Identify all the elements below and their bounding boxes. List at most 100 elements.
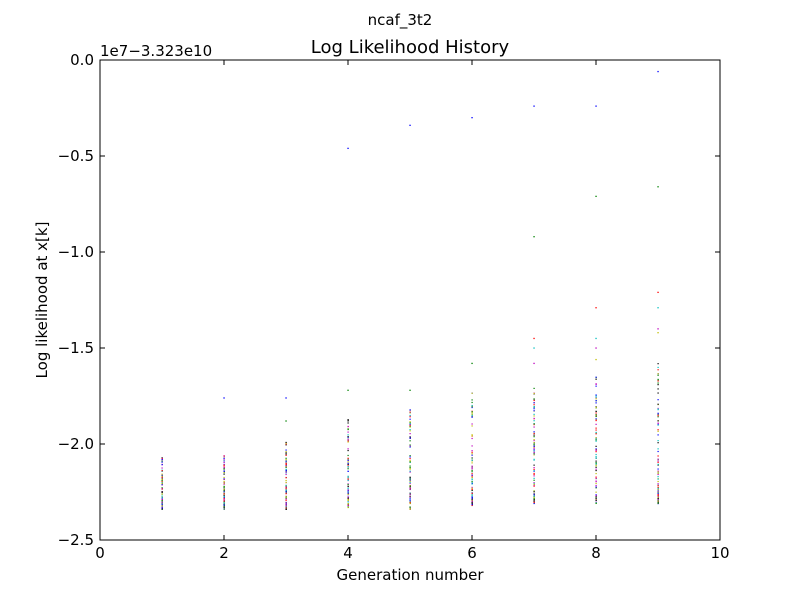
- data-point: [285, 488, 287, 490]
- data-point: [409, 480, 411, 482]
- data-point: [595, 491, 597, 493]
- data-point: [409, 495, 411, 497]
- data-point: [347, 457, 349, 459]
- data-point: [595, 463, 597, 465]
- data-point: [347, 493, 349, 496]
- data-point: [657, 384, 659, 386]
- data-point: [223, 491, 225, 493]
- data-point: [595, 414, 597, 416]
- data-point: [347, 431, 349, 433]
- data-point: [285, 479, 287, 482]
- data-point: [347, 449, 349, 452]
- data-point: [285, 487, 287, 489]
- data-point: [161, 495, 163, 497]
- data-point: [533, 493, 535, 495]
- data-point: [533, 500, 535, 503]
- data-point: [161, 481, 163, 484]
- data-point: [595, 472, 597, 475]
- data-point: [409, 476, 411, 478]
- data-point: [409, 436, 411, 438]
- y-axis-label: Log likelihood at x[k]: [33, 222, 51, 379]
- data-point: [161, 491, 163, 493]
- data-point: [595, 376, 597, 378]
- data-point: [533, 432, 535, 435]
- data-point: [657, 494, 659, 496]
- x-axis: 0 2 4 6 8 10: [95, 60, 730, 562]
- data-point: [657, 492, 659, 494]
- data-point: [409, 502, 411, 505]
- data-point: [285, 442, 287, 444]
- data-point: [409, 421, 411, 423]
- data-point: [471, 473, 473, 475]
- data-point: [161, 473, 163, 475]
- data-point: [409, 416, 411, 418]
- data-point: [223, 493, 225, 495]
- data-point: [471, 466, 473, 468]
- data-point: [471, 459, 473, 461]
- data-point: [285, 472, 287, 474]
- data-point: [533, 426, 535, 428]
- scatter-points: [161, 70, 659, 510]
- data-point: [533, 484, 535, 486]
- data-point: [471, 479, 473, 481]
- data-point: [285, 452, 287, 454]
- data-point: [471, 465, 473, 467]
- data-point: [657, 369, 659, 371]
- data-point: [533, 468, 535, 471]
- data-point: [471, 493, 473, 495]
- data-point: [471, 477, 473, 479]
- data-point: [595, 480, 597, 482]
- data-point: [657, 392, 659, 394]
- data-point: [471, 460, 473, 462]
- data-point: [657, 468, 659, 470]
- data-point: [409, 496, 411, 498]
- data-point: [285, 464, 287, 466]
- data-point: [533, 479, 535, 481]
- data-point: [657, 486, 659, 488]
- data-point: [471, 504, 473, 507]
- data-point: [471, 497, 473, 499]
- data-point: [471, 462, 473, 464]
- data-point: [595, 486, 597, 488]
- data-point: [409, 414, 411, 417]
- data-point: [285, 460, 287, 462]
- data-point: [657, 461, 659, 463]
- data-point: [533, 431, 535, 433]
- data-point: [595, 385, 597, 387]
- data-point: [161, 478, 163, 481]
- data-point: [471, 482, 473, 484]
- data-point: [595, 396, 597, 398]
- data-point: [533, 482, 535, 484]
- data-point: [533, 442, 535, 444]
- outlier-point: [657, 328, 659, 330]
- data-point: [347, 428, 349, 431]
- outlier-point: [223, 397, 225, 399]
- data-point: [533, 420, 535, 422]
- data-point: [595, 495, 597, 497]
- data-point: [409, 456, 411, 458]
- data-point: [471, 500, 473, 502]
- data-point: [657, 464, 659, 466]
- outlier-point: [533, 105, 535, 107]
- data-point: [471, 423, 473, 425]
- data-point: [471, 450, 473, 452]
- data-point: [657, 408, 659, 410]
- data-point: [657, 379, 659, 381]
- data-point: [471, 503, 473, 506]
- data-point: [409, 478, 411, 480]
- data-point: [223, 501, 225, 503]
- data-point: [161, 484, 163, 486]
- data-point: [347, 498, 349, 500]
- data-point: [409, 488, 411, 491]
- data-point: [223, 468, 225, 470]
- outlier-point: [533, 236, 535, 238]
- data-point: [347, 506, 349, 509]
- data-point: [161, 479, 163, 482]
- data-point: [223, 494, 225, 496]
- y-tick-label: −2.5: [58, 531, 94, 549]
- data-point: [471, 467, 473, 469]
- data-point: [657, 434, 659, 436]
- data-point: [409, 482, 411, 484]
- data-point: [595, 423, 597, 425]
- data-point: [533, 482, 535, 485]
